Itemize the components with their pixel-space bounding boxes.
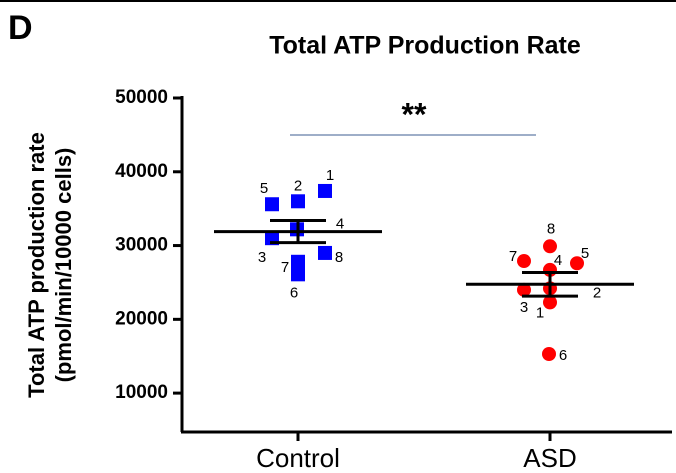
data-point (265, 197, 279, 212)
x-tick-label: ASD (523, 443, 576, 473)
point-label: 2 (294, 177, 302, 194)
point-label: 1 (326, 167, 334, 184)
point-label: 3 (520, 299, 528, 316)
y-axis-title: Total ATP production rate (pmol/min/1000… (24, 132, 76, 398)
data-point (517, 254, 531, 269)
data-point (318, 245, 332, 260)
y-tick-label: 20000 (115, 308, 168, 329)
y-label-line: (pmol/min/10000 cells) (51, 148, 76, 383)
chart-title: Total ATP Production Rate (269, 32, 581, 60)
point-label: 2 (593, 284, 601, 301)
point-label: 6 (290, 284, 298, 301)
y-tick-label: 50000 (115, 87, 168, 108)
data-point (570, 256, 584, 271)
point-label: 7 (509, 248, 517, 265)
data-point (291, 254, 305, 269)
y-label-line: Total ATP production rate (24, 132, 49, 398)
point-label: 6 (559, 347, 567, 364)
data-point (318, 183, 332, 198)
point-label: 5 (260, 180, 268, 197)
significance-label: ** (402, 96, 427, 132)
y-tick-label: 30000 (115, 235, 168, 256)
point-label: 1 (536, 304, 544, 321)
data-point (517, 282, 531, 297)
data-point (543, 295, 557, 310)
data-point (542, 347, 556, 362)
point-label: 5 (581, 245, 589, 262)
point-label: 8 (547, 220, 555, 237)
y-tick-label: 10000 (115, 382, 168, 403)
point-label: 4 (336, 215, 344, 232)
data-point (543, 239, 557, 254)
point-label: 3 (258, 249, 266, 266)
y-tick-label: 40000 (115, 161, 168, 182)
x-tick-label: Control (256, 443, 340, 473)
data-point (291, 267, 305, 282)
point-label: 8 (335, 249, 343, 266)
panel-label: D (8, 9, 33, 47)
point-label: 4 (554, 252, 562, 269)
point-label: 7 (281, 259, 289, 276)
data-point (291, 194, 305, 209)
